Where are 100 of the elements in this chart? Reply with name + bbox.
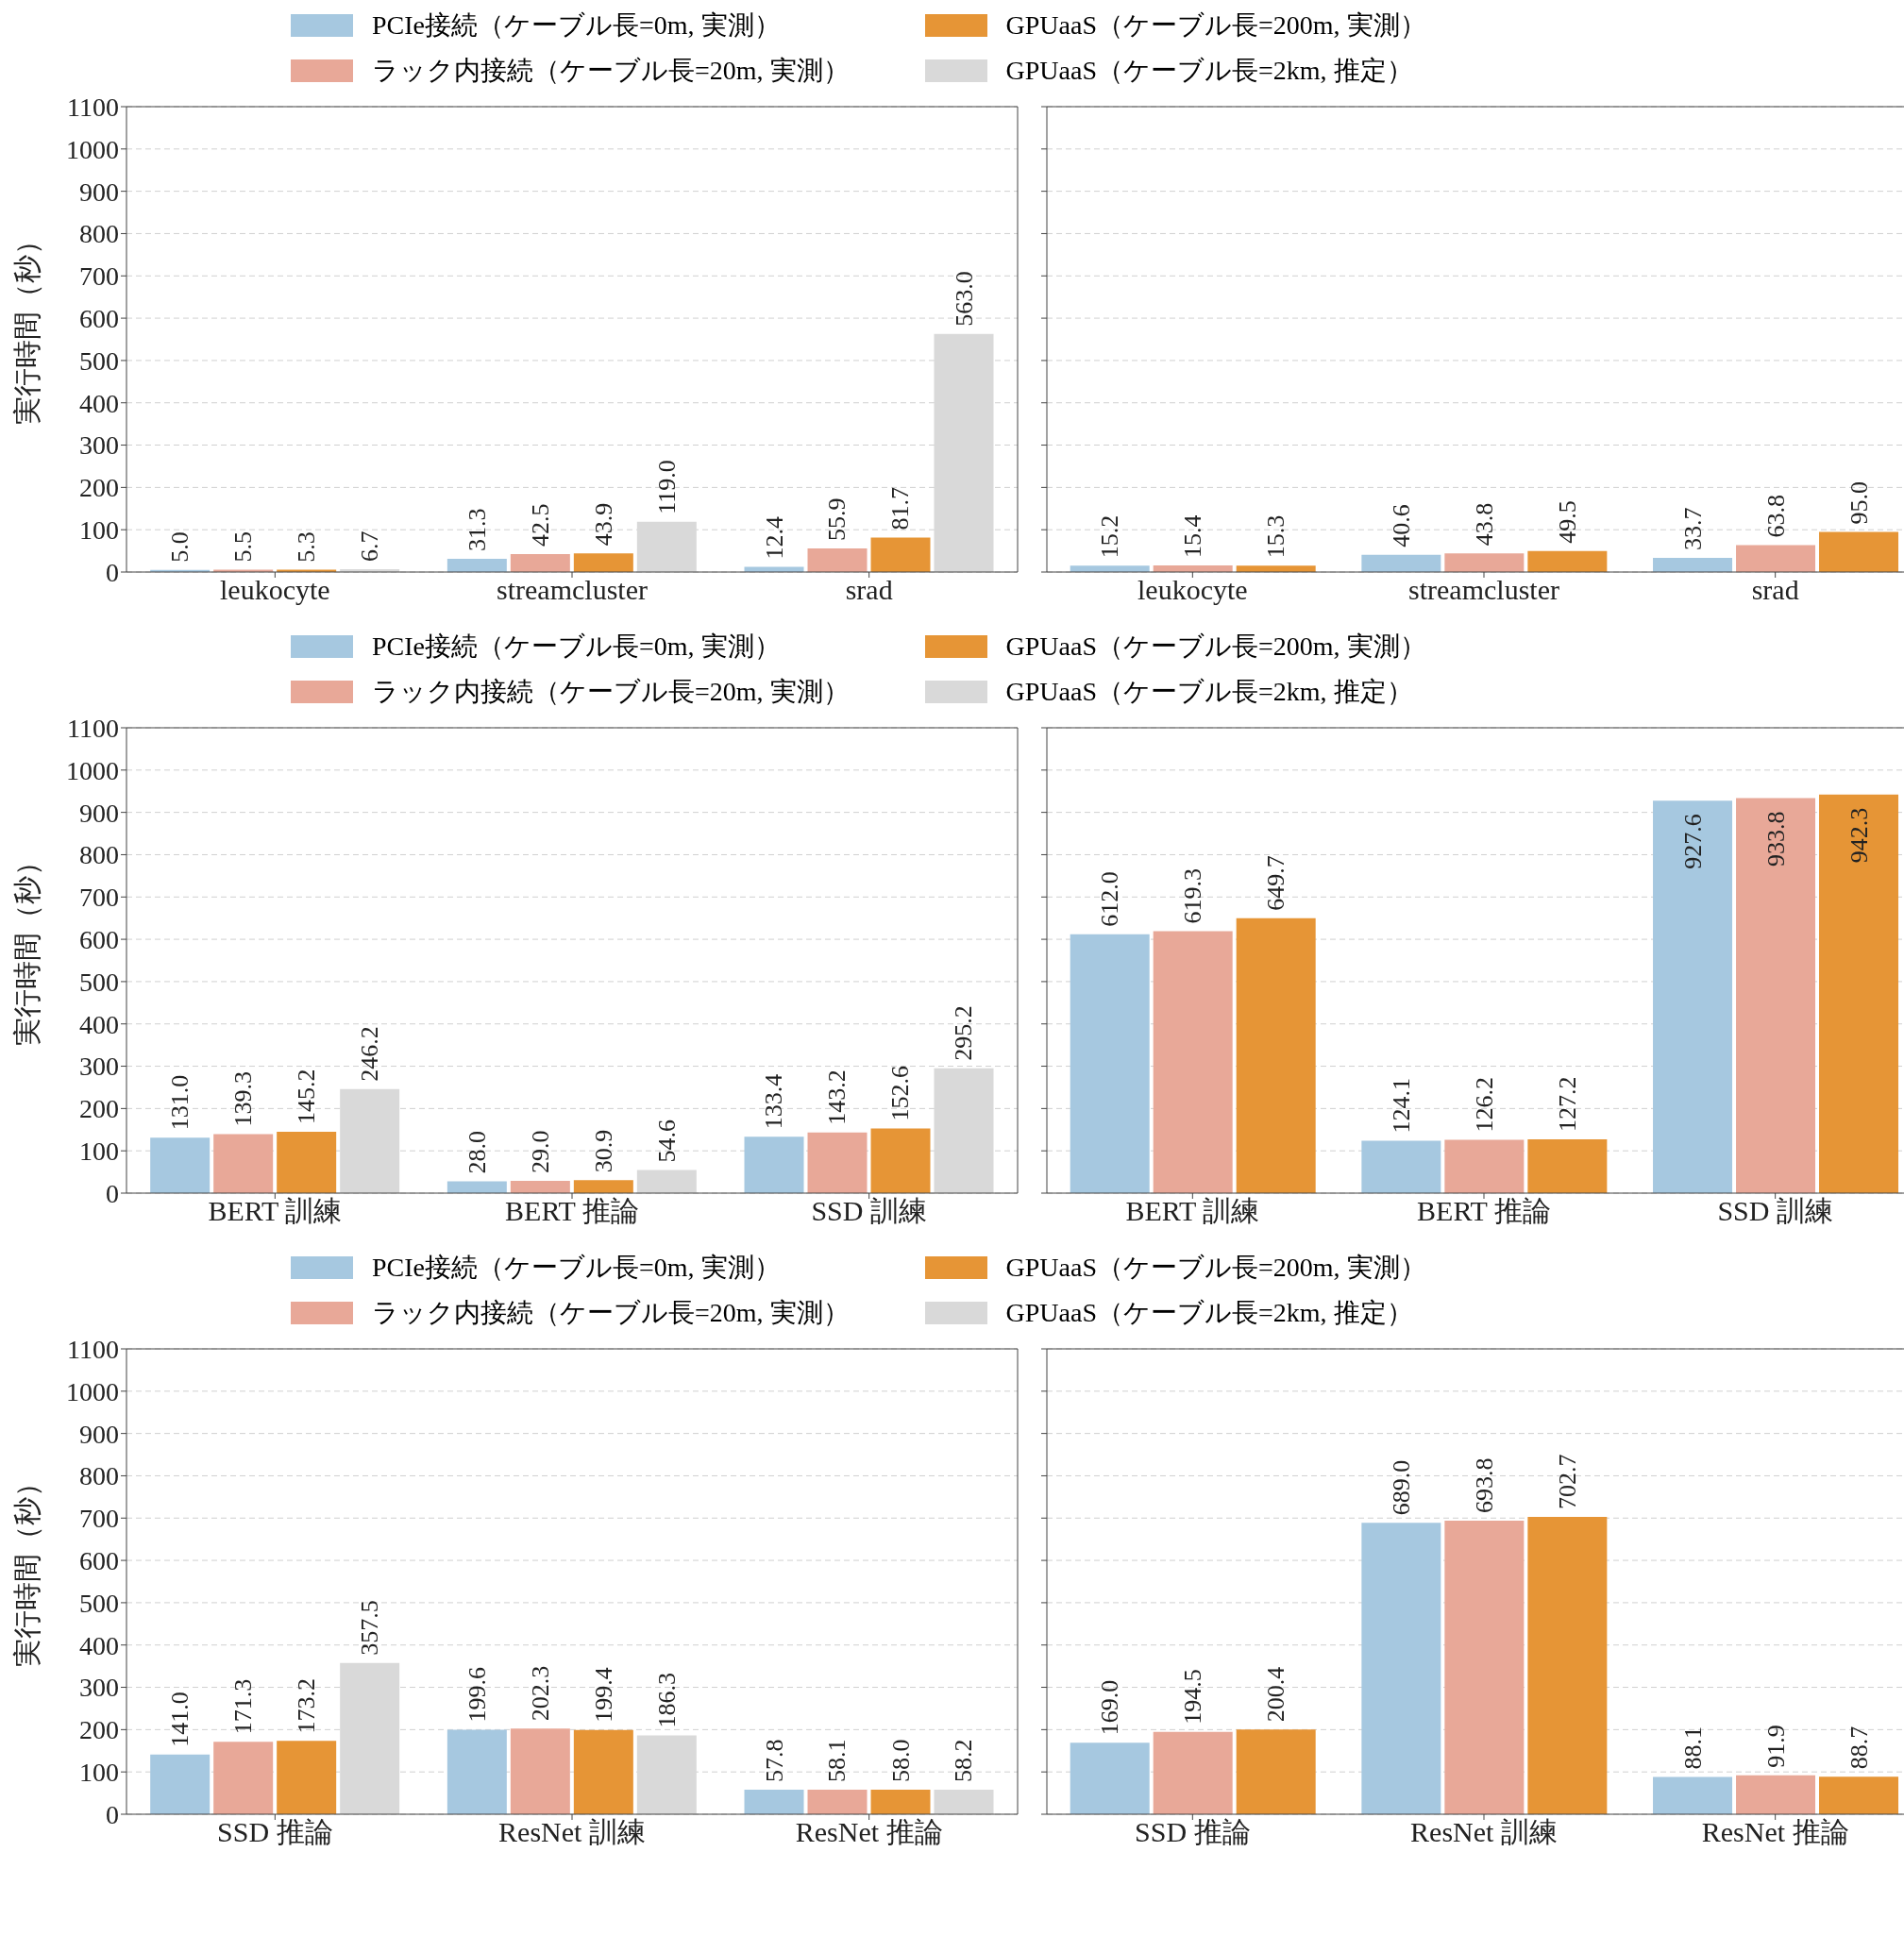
y-tick-label: 300: [79, 1052, 119, 1082]
data-label: 43.9: [589, 502, 617, 547]
data-label: 40.6: [1387, 504, 1415, 547]
y-tick-label: 300: [79, 1673, 119, 1703]
bar: [1361, 554, 1441, 572]
data-label: 28.0: [463, 1130, 491, 1174]
x-tick-label: BERT 推論: [505, 1195, 639, 1227]
data-label: 199.6: [463, 1667, 491, 1723]
bar: [277, 1741, 337, 1814]
data-label: 200.4: [1262, 1666, 1290, 1723]
x-tick-label: SSD 訓練: [1717, 1195, 1833, 1227]
y-tick-label: 500: [79, 345, 119, 376]
data-label: 29.0: [526, 1130, 554, 1173]
bar: [1361, 1523, 1441, 1814]
bar: [1819, 1776, 1899, 1814]
x-tick-label: BERT 訓練: [1125, 1195, 1260, 1227]
bar: [870, 1128, 931, 1193]
y-tick-label: 500: [79, 967, 119, 997]
data-label: 63.8: [1761, 494, 1790, 538]
bar: [1736, 1775, 1816, 1814]
data-label: 88.7: [1845, 1726, 1873, 1770]
y-axis-title: 実行時間（秒）: [10, 1468, 42, 1667]
bar: [447, 558, 507, 572]
y-tick-label: 200: [79, 1094, 119, 1124]
data-label: 5.5: [229, 531, 258, 563]
data-label: 933.8: [1761, 811, 1790, 867]
data-label: 6.7: [356, 530, 384, 562]
data-label: 124.1: [1387, 1077, 1415, 1134]
y-tick-label: 0: [106, 1178, 119, 1208]
bar: [744, 566, 804, 572]
bar: [1527, 550, 1608, 572]
data-label: 58.2: [950, 1739, 978, 1782]
y-tick-label: 0: [106, 1799, 119, 1829]
bar: [636, 1170, 697, 1193]
y-tick-label: 1100: [67, 1334, 119, 1364]
data-label: 58.0: [886, 1739, 915, 1783]
y-tick-label: 600: [79, 925, 119, 955]
data-label: 43.8: [1470, 502, 1498, 547]
legend-label: GPUaaS（ケーブル長=200m, 実測）: [1005, 631, 1426, 663]
legend-label: GPUaaS（ケーブル長=2km, 推定）: [1005, 55, 1413, 87]
y-tick-label: 1000: [66, 755, 119, 785]
y-tick-label: 1100: [67, 713, 119, 743]
bar: [1527, 1517, 1608, 1814]
x-tick-label: srad: [1751, 574, 1799, 606]
x-tick-label: SSD 推論: [217, 1816, 333, 1848]
data-label: 173.2: [293, 1677, 321, 1734]
y-tick-label: 300: [79, 430, 119, 461]
bar: [807, 1132, 868, 1193]
y-tick-label: 800: [79, 219, 119, 249]
data-label: 91.9: [1761, 1725, 1790, 1768]
x-tick-label: BERT 訓練: [208, 1195, 343, 1227]
data-label: 133.4: [760, 1073, 788, 1130]
bar: [1653, 800, 1733, 1193]
bar: [150, 1754, 211, 1814]
bar: [277, 1131, 337, 1193]
data-label: 127.2: [1553, 1076, 1581, 1132]
data-label: 15.3: [1262, 514, 1290, 559]
data-label: 30.9: [589, 1129, 617, 1173]
y-tick-label: 0: [106, 557, 119, 587]
data-label: 57.8: [760, 1739, 788, 1783]
data-label: 649.7: [1262, 855, 1290, 911]
bar: [1153, 931, 1233, 1193]
x-tick-label: srad: [845, 574, 893, 606]
y-tick-label: 700: [79, 261, 119, 292]
y-tick-label: 500: [79, 1588, 119, 1618]
y-axis-title: 実行時間（秒）: [10, 226, 42, 425]
data-label: 171.3: [229, 1678, 258, 1735]
y-tick-label: 400: [79, 1630, 119, 1660]
data-label: 5.0: [166, 531, 194, 563]
bar: [1736, 798, 1816, 1193]
x-tick-label: SSD 推論: [1135, 1816, 1251, 1848]
data-label: 15.2: [1096, 514, 1124, 559]
data-label: 95.0: [1845, 480, 1873, 525]
data-label: 81.7: [886, 486, 915, 530]
data-label: 126.2: [1470, 1076, 1498, 1133]
bar: [870, 537, 931, 572]
data-label: 194.5: [1179, 1669, 1207, 1725]
bar: [213, 1742, 274, 1814]
bar: [573, 553, 633, 572]
x-tick-label: leukocyte: [220, 574, 330, 606]
data-label: 246.2: [356, 1026, 384, 1082]
data-label: 202.3: [526, 1665, 554, 1722]
data-label: 15.4: [1179, 514, 1207, 559]
bar: [1527, 1138, 1608, 1193]
bar: [510, 1181, 570, 1193]
bar: [1070, 1742, 1150, 1814]
data-label: 141.0: [166, 1692, 194, 1747]
bar: [1653, 1776, 1733, 1814]
data-label: 199.4: [589, 1667, 617, 1723]
bar: [1819, 531, 1899, 572]
data-label: 357.5: [356, 1600, 384, 1656]
bar: [934, 1789, 994, 1814]
y-tick-label: 900: [79, 1419, 119, 1449]
data-label: 942.3: [1845, 807, 1873, 864]
bar: [573, 1729, 633, 1814]
bar: [447, 1181, 507, 1193]
data-label: 689.0: [1387, 1459, 1415, 1516]
data-label: 152.6: [886, 1066, 915, 1121]
data-label: 5.3: [293, 531, 321, 563]
y-tick-label: 800: [79, 840, 119, 870]
